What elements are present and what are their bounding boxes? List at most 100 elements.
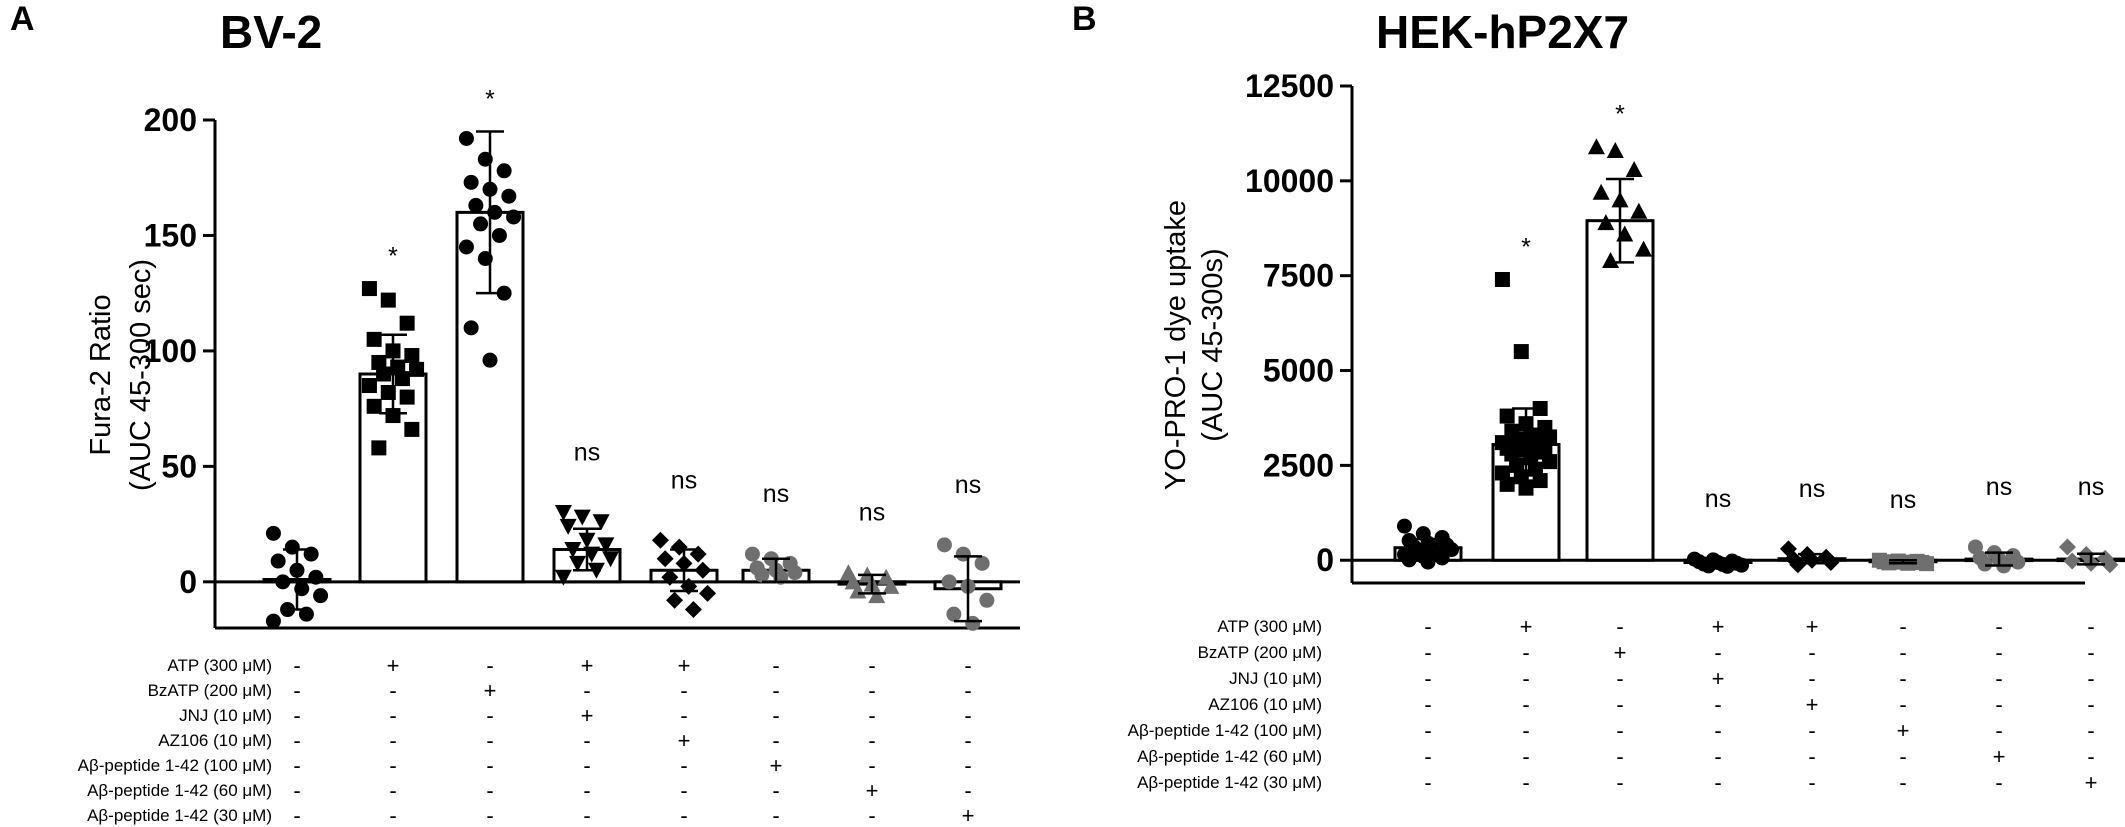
data-point	[371, 354, 387, 370]
condition-symbol: +	[581, 653, 594, 678]
condition-symbol: -	[1995, 770, 2002, 795]
data-point	[1701, 558, 1717, 574]
condition-symbol: -	[868, 728, 875, 753]
condition-symbol: -	[1995, 718, 2002, 743]
condition-symbol: -	[2087, 666, 2094, 691]
condition-symbol: -	[2087, 614, 2094, 639]
condition-symbol: -	[293, 778, 300, 803]
bar-group-a-30: ns	[2056, 473, 2125, 574]
chart-panel-a: A BV-2 0 50 100 150 200 Fura-2 Ratio (AUC 45-300…	[10, 0, 1020, 827]
condition-label: ATP (300 μM)	[1217, 617, 1322, 636]
data-point	[1542, 454, 1558, 470]
condition-symbol: -	[486, 728, 493, 753]
significance-label: *	[1615, 101, 1625, 129]
data-point	[399, 315, 415, 331]
data-point	[482, 352, 498, 368]
condition-symbol: -	[1808, 770, 1815, 795]
data-point	[1630, 202, 1648, 219]
condition-symbol: +	[1806, 614, 1819, 639]
condition-symbol: -	[1522, 666, 1529, 691]
condition-symbol: -	[293, 753, 300, 778]
condition-symbol: -	[1899, 770, 1906, 795]
condition-symbol: -	[772, 778, 779, 803]
condition-symbol: -	[772, 728, 779, 753]
condition-symbol: -	[964, 653, 971, 678]
condition-symbol: -	[1424, 718, 1431, 743]
condition-symbol: -	[1616, 666, 1623, 691]
bar-group-atp-jnj: ns	[1683, 485, 1753, 574]
bar-group-atp-az106: ns	[1777, 475, 1847, 574]
condition-symbol: -	[964, 753, 971, 778]
condition-label: Aβ-peptide 1-42 (30 μM)	[87, 806, 272, 825]
data-point	[1734, 557, 1750, 573]
significance-label: ns	[2078, 473, 2104, 501]
data-point	[597, 537, 615, 554]
significance-label: ns	[671, 466, 697, 494]
condition-symbol: -	[486, 653, 493, 678]
condition-symbol: -	[1424, 640, 1431, 665]
significance-label: *	[485, 86, 495, 114]
condition-symbol: -	[1714, 770, 1721, 795]
data-point	[1420, 554, 1436, 570]
condition-symbol: +	[387, 653, 400, 678]
condition-symbol: +	[770, 753, 783, 778]
condition-symbol: -	[964, 678, 971, 703]
condition-symbol: +	[678, 653, 691, 678]
condition-label: BzATP (200 μM)	[1198, 643, 1322, 662]
condition-symbol: -	[868, 803, 875, 827]
condition-symbol: -	[583, 803, 590, 827]
data-point	[1822, 554, 1840, 572]
condition-symbol: -	[293, 728, 300, 753]
condition-symbol: -	[1714, 640, 1721, 665]
data-point	[684, 601, 702, 619]
data-point	[1499, 408, 1515, 424]
condition-symbol: -	[868, 653, 875, 678]
significance-label: ns	[859, 499, 885, 527]
y-tick-label: 150	[144, 217, 197, 253]
condition-symbol: -	[1424, 614, 1431, 639]
condition-label: AZ106 (10 μM)	[158, 731, 272, 750]
data-point	[1789, 556, 1807, 574]
data-point	[868, 587, 886, 604]
bar-group-a-60: ns	[837, 499, 907, 604]
y-tick-label: 2500	[1263, 447, 1334, 483]
condition-symbol: -	[583, 678, 590, 703]
data-point	[361, 378, 377, 394]
data-point	[506, 209, 522, 225]
condition-symbol: -	[293, 803, 300, 827]
data-point	[1494, 271, 1510, 287]
y-tick-label: 0	[1316, 542, 1334, 578]
condition-symbol: +	[866, 778, 879, 803]
condition-label: BzATP (200 μM)	[148, 681, 272, 700]
data-point	[666, 591, 684, 609]
y-tick-label: 100	[144, 333, 197, 369]
data-point	[1499, 476, 1515, 492]
data-point	[458, 239, 474, 255]
data-point	[1504, 446, 1520, 462]
condition-symbol: -	[2087, 692, 2094, 717]
significance-label: *	[388, 243, 398, 271]
data-point	[473, 216, 489, 232]
significance-label: ns	[763, 480, 789, 508]
condition-symbol: -	[1899, 692, 1906, 717]
significance-label: ns	[1705, 485, 1731, 513]
data-point	[554, 569, 572, 586]
data-point	[656, 550, 674, 568]
data-point	[573, 509, 591, 526]
y-tick-label: 200	[144, 102, 197, 138]
data-point	[1527, 461, 1543, 477]
condition-symbol: -	[680, 678, 687, 703]
condition-symbol: -	[389, 703, 396, 728]
y-tick-label: 10000	[1245, 163, 1334, 199]
condition-symbol: -	[680, 753, 687, 778]
data-point	[394, 371, 410, 387]
condition-symbol: -	[1424, 692, 1431, 717]
data-point	[2063, 552, 2081, 570]
condition-symbol: -	[1424, 770, 1431, 795]
condition-symbol: -	[868, 703, 875, 728]
data-point	[1597, 214, 1615, 231]
data-point	[458, 130, 474, 146]
chart-title: HEK-hP2X7	[1376, 6, 1629, 58]
bar-group-control	[1393, 518, 1463, 570]
